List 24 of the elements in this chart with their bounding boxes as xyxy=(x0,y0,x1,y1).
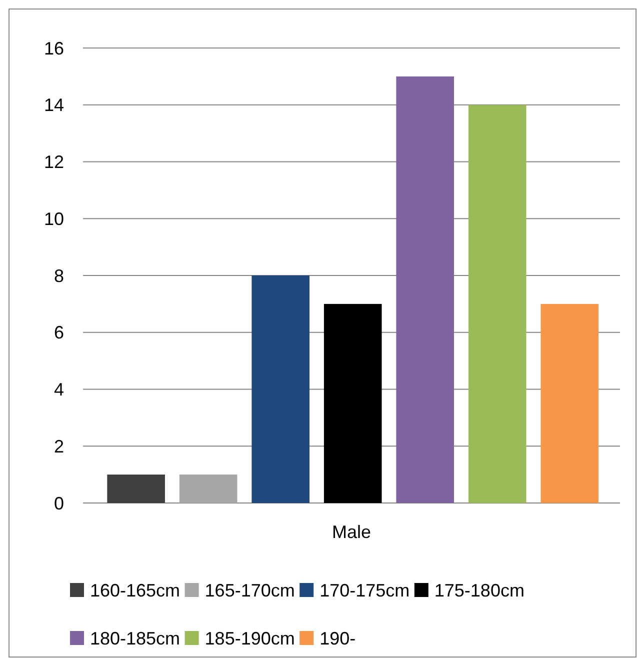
legend-label: 190- xyxy=(320,628,356,648)
y-tick-label: 0 xyxy=(54,493,64,514)
bar xyxy=(324,304,382,503)
legend-label: 165-170cm xyxy=(204,580,295,600)
y-tick-label: 16 xyxy=(44,38,64,58)
bar xyxy=(179,474,238,503)
bar xyxy=(252,276,310,503)
legend-label: 185-190cm xyxy=(204,628,295,648)
legend-label: 175-180cm xyxy=(434,580,524,600)
y-tick-label: 12 xyxy=(44,152,64,172)
bar xyxy=(107,474,165,503)
y-tick-label: 8 xyxy=(54,266,64,286)
legend-label: 160-165cm xyxy=(90,580,180,600)
legend-label: 170-175cm xyxy=(320,580,410,600)
bar xyxy=(468,104,526,503)
y-tick-label: 10 xyxy=(44,208,64,229)
bar xyxy=(396,76,454,503)
bar xyxy=(540,304,599,503)
y-tick-label: 4 xyxy=(54,380,64,400)
x-tick-label: Male xyxy=(332,522,372,542)
legend-label: 180-185cm xyxy=(90,628,180,648)
y-tick-label: 2 xyxy=(54,436,64,456)
y-tick-label: 6 xyxy=(54,322,64,343)
y-tick-label: 14 xyxy=(44,95,64,116)
